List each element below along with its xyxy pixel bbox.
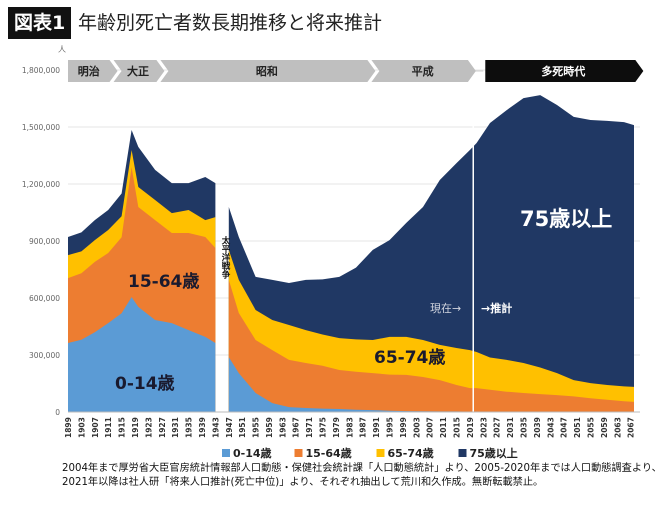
x-tick-label: 1907: [91, 417, 100, 438]
y-tick-label: 300,000: [29, 351, 60, 360]
footnote-line-1: 2004年まで厚労省大臣官房統計情報部人口動態・保健社会統計課「人口動態統計」よ…: [62, 463, 662, 474]
y-tick-label: 600,000: [29, 294, 60, 303]
footnote: 2004年まで厚労省大臣官房統計情報部人口動態・保健社会統計課「人口動態統計」よ…: [62, 462, 662, 490]
x-tick-label: 1991: [372, 417, 381, 438]
legend-label: 0-14歳: [233, 446, 272, 460]
x-tick-label: 1983: [345, 417, 354, 438]
legend-swatch: [376, 449, 385, 457]
era-arrow: [68, 60, 118, 82]
x-tick-label: 1951: [238, 417, 247, 438]
x-tick-label: 1939: [198, 417, 207, 438]
area-75歳以上: [228, 95, 635, 412]
x-tick-label: 2039: [533, 417, 542, 438]
x-tick-label: 2059: [600, 417, 609, 438]
x-tick-label: 1919: [131, 417, 140, 438]
x-tick-label: 2031: [506, 417, 515, 438]
era-arrow: [160, 60, 376, 82]
x-tick-label: 1999: [399, 417, 408, 438]
x-tick-label: 2067: [627, 417, 636, 438]
x-tick-label: 1947: [225, 417, 234, 438]
x-tick-label: 1915: [118, 417, 127, 438]
x-tick-label: 2051: [573, 417, 582, 438]
era-arrow: [113, 60, 165, 82]
x-tick-label: 1955: [252, 417, 261, 438]
x-tick-label: 2043: [546, 417, 555, 438]
era-label: 平成: [412, 64, 434, 78]
label-65-74: 65-74歳: [374, 347, 445, 368]
x-tick-label: 1967: [292, 417, 301, 438]
war-label: 太平洋戦争: [220, 235, 231, 279]
y-tick-label: 0: [55, 408, 60, 417]
x-tick-label: 1923: [144, 417, 153, 438]
chart-title: 年齢別死亡者数長期推移と将来推計: [78, 12, 383, 34]
x-tick-label: 2003: [412, 417, 421, 438]
label-15-64: 15-64歳: [128, 271, 199, 292]
era-label: 明治: [78, 64, 100, 78]
projection-label: →推計: [481, 301, 512, 315]
x-tick-label: 2023: [479, 417, 488, 438]
x-tick-label: 1987: [359, 417, 368, 438]
label-0-14: 0-14歳: [115, 373, 175, 394]
x-tick-label: 1903: [77, 417, 86, 438]
x-tick-label: 1995: [386, 417, 395, 438]
area-0-14歳: [68, 297, 216, 412]
x-tick-label: 1927: [158, 417, 167, 438]
now-label: 現在→: [430, 302, 461, 315]
x-tick-label: 1935: [185, 417, 194, 438]
x-tick-label: 1971: [305, 417, 314, 438]
legend: 0-14歳 15-64歳 65-74歳 75歳以上: [222, 446, 518, 460]
era-arrow: [485, 60, 644, 82]
legend-label: 75歳以上: [470, 446, 518, 460]
x-tick-label: 2047: [560, 417, 569, 438]
y-tick-label: 1,800,000: [22, 66, 60, 75]
era-label: 大正: [127, 64, 149, 78]
x-tick-label: 1963: [278, 417, 287, 438]
x-tick-label: 2063: [613, 417, 622, 438]
legend-swatch: [222, 449, 230, 457]
figure-label: 図表1: [8, 7, 72, 39]
legend-swatch: [458, 449, 467, 457]
label-75-plus: 75歳以上: [520, 207, 612, 231]
x-tick-label: 1931: [171, 417, 180, 438]
legend-label: 65-74歳: [388, 446, 434, 460]
x-tick-label: 2019: [466, 417, 475, 438]
x-tick-label: 2007: [426, 417, 435, 438]
y-tick-label: 900,000: [29, 237, 60, 246]
legend-label: 15-64歳: [306, 446, 352, 460]
x-tick-label: 2011: [439, 417, 448, 438]
area-0-14歳: [228, 357, 635, 412]
x-tick-label: 2035: [519, 417, 528, 438]
x-tick-label: 1943: [211, 417, 220, 438]
x-tick-label: 1899: [64, 417, 73, 438]
area-15-64歳: [228, 279, 635, 412]
x-tick-label: 1979: [332, 417, 341, 438]
y-tick-label: 1,500,000: [22, 123, 60, 132]
x-tick-label: 2015: [452, 417, 461, 438]
x-tick-label: 2027: [493, 417, 502, 438]
legend-swatch: [294, 449, 303, 457]
era-arrow: [371, 60, 476, 82]
y-unit-label: 人: [58, 45, 66, 54]
x-tick-label: 1911: [104, 417, 113, 438]
era-label: 多死時代: [541, 64, 585, 78]
footnote-line-2: 2021年以降は社人研「将来人口推計(死亡中位)」より、それぞれ抽出して荒川和久…: [62, 477, 544, 488]
x-tick-label: 2055: [586, 417, 595, 438]
x-tick-label: 1959: [265, 417, 274, 438]
era-label: 昭和: [256, 64, 278, 78]
y-tick-label: 1,200,000: [22, 180, 60, 189]
x-tick-label: 1975: [319, 417, 328, 438]
